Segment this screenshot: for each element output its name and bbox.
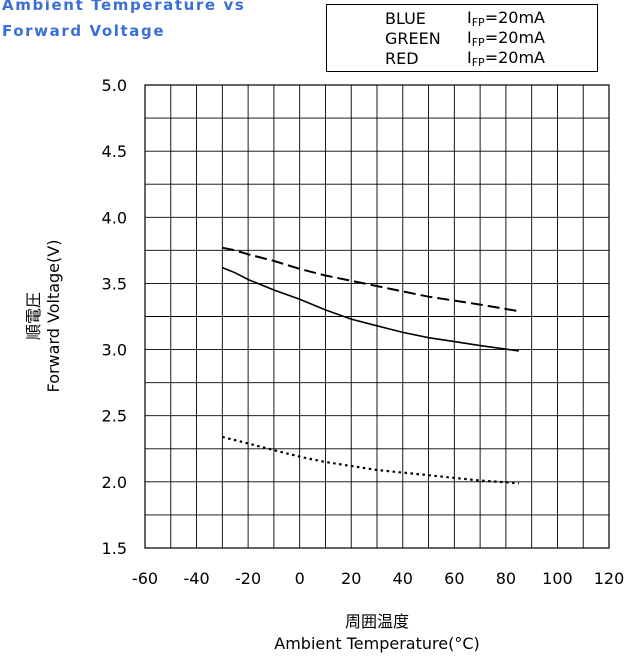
y-tick-label: 2.0 [102,473,127,492]
legend-label-green: GREEN [385,29,441,48]
y-tick-label: 4.5 [102,142,127,161]
legend-cond-green: IFP=20mA [467,28,545,49]
y-axis-label-jp: 順電圧 [24,292,43,341]
series-line-blue [222,266,519,352]
x-tick-label: 100 [542,569,573,588]
y-tick-label: 2.5 [102,407,127,426]
y-axis-label-en: Forward Voltage(V) [44,239,63,393]
x-tick-label: -60 [132,569,158,588]
legend-cond-blue: IFP=20mA [467,8,545,29]
y-tick-label: 5.0 [102,76,127,95]
legend-cond-red: IFP=20mA [467,48,545,69]
series-line-red [222,435,519,485]
x-tick-label: 80 [496,569,516,588]
legend-item-red: RED IFP=20mA [327,48,597,69]
x-tick-label: 60 [444,569,464,588]
title-line-1: Ambient Temperature vs [2,0,246,14]
y-tick-label: 3.5 [102,274,127,293]
x-tick-label: 0 [295,569,305,588]
y-tick-label: 3.0 [102,341,127,360]
legend-item-blue: BLUE IFP=20mA [327,8,597,29]
x-tick-label: -20 [235,569,261,588]
chart-title: Ambient Temperature vs Forward Voltage [2,0,245,44]
x-tick-label: 20 [341,569,361,588]
x-tick-label: 40 [393,569,413,588]
x-axis-label-en: Ambient Temperature(°C) [274,634,480,653]
y-tick-label: 4.0 [102,208,127,227]
x-tick-label: 120 [594,569,625,588]
series-line-green [222,246,519,313]
plot-frame [144,84,610,549]
legend-label-red: RED [385,49,419,68]
legend-label-blue: BLUE [385,9,426,28]
title-line-2: Forward Voltage [2,22,166,40]
y-tick-label: 1.5 [102,539,127,558]
x-tick-label: -40 [183,569,209,588]
legend-item-green: GREEN IFP=20mA [327,28,597,49]
x-axis-label-jp: 周囲温度 [344,612,409,631]
legend: BLUE IFP=20mA GREEN IFP=20mA RED IFP=20m… [326,4,598,72]
